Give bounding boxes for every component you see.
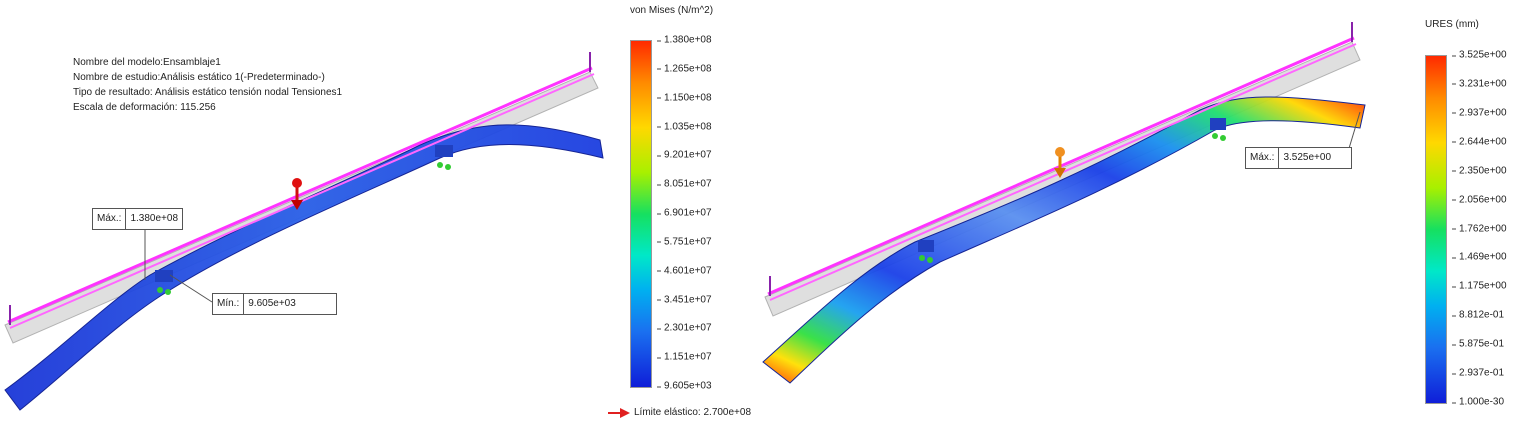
probe-label: Máx.:	[1246, 148, 1280, 168]
legend-tick-label: 2.644e+00	[1452, 136, 1507, 148]
legend-tick-label: 4.601e+07	[657, 265, 712, 277]
legend-tick-label: 8.812e-01	[1451, 309, 1505, 321]
legend-tick-label: 5.875e-01	[1451, 338, 1505, 350]
probe-label: Mín.:	[213, 294, 245, 314]
legend-tick-label: 8.051e+07	[657, 178, 712, 190]
displacement-legend-title: URES (mm)	[1425, 19, 1479, 30]
legend-tick-label: 1.762e+00	[1452, 223, 1507, 234]
legend-tick-label: 3.231e+00	[1452, 78, 1507, 90]
max-stress-probe[interactable]: Máx.: 1.380e+08	[92, 208, 184, 230]
legend-tick-label: 1.469e+00	[1452, 251, 1507, 263]
fixture-icon[interactable]	[769, 22, 1353, 296]
legend-tick-label: 6.901e+07	[657, 207, 712, 219]
legend-tick-label: 5.751e+07	[657, 236, 712, 248]
min-stress-probe[interactable]: Mín.: 9.605e+03	[212, 293, 337, 315]
legend-tick-label: 9.201e+07	[657, 149, 712, 161]
legend-tick-label: 2.056e+00	[1452, 194, 1507, 206]
deformed-beam	[4, 124, 604, 411]
max-displacement-probe[interactable]: Máx.: 3.525e+00	[1245, 147, 1353, 169]
undeformed-beam-outline	[764, 41, 1361, 317]
legend-tick-label: 2.937e+00	[1452, 107, 1507, 119]
legend-tick-label: 3.525e+00	[1452, 49, 1507, 61]
legend-tick-label: 1.035e+08	[657, 121, 712, 132]
legend-tick-label: 1.380e+08	[657, 34, 712, 46]
legend-tick-label: 1.150e+08	[657, 92, 712, 104]
displacement-plot-panel: Máx.: 3.525e+00 URES (mm) 3.525e+00 3.231…	[760, 0, 1513, 425]
stress-legend-title: von Mises (N/m^2)	[630, 5, 714, 16]
yield-strength-label: Límite elástico: 2.700e+08	[634, 407, 752, 418]
legend-tick-label: 2.937e-01	[1451, 367, 1505, 379]
stress-model-viewport[interactable]	[0, 0, 760, 425]
yield-strength-marker: Límite elástico: 2.700e+08	[608, 407, 751, 418]
undeformed-edge-1	[7, 66, 593, 324]
deformed-beam	[762, 96, 1366, 384]
min-probe-leader	[169, 274, 213, 303]
model-name: Nombre del modelo:Ensamblaje1	[73, 57, 221, 68]
legend-tick-label: 2.301e+07	[657, 322, 712, 334]
study-name: Nombre de estudio:Análisis estático 1(-P…	[73, 72, 325, 83]
legend-tick-label: 2.350e+00	[1452, 165, 1507, 177]
stress-plot-panel: Nombre del modelo:Ensamblaje1 Nombre de …	[0, 0, 760, 425]
probe-value: 3.525e+00	[1283, 152, 1332, 163]
result-type: Tipo de resultado: Análisis estático ten…	[73, 87, 343, 98]
yield-arrow-icon	[608, 407, 630, 418]
probe-value: 1.380e+08	[130, 213, 179, 224]
displacement-model-viewport[interactable]	[760, 0, 1513, 425]
load-marker[interactable]	[291, 178, 303, 210]
legend-tick-label: 9.605e+03	[657, 380, 712, 392]
legend-tick-label: 1.175e+00	[1452, 280, 1507, 292]
fixture-icon[interactable]	[9, 52, 591, 325]
stress-color-bar	[630, 40, 652, 388]
legend-tick-label: 3.451e+07	[657, 294, 712, 305]
probe-label: Máx.:	[93, 209, 127, 229]
deformation-scale: Escala de deformación: 115.256	[73, 102, 216, 113]
load-marker[interactable]	[1054, 147, 1066, 178]
study-info: Nombre del modelo:Ensamblaje1 Nombre de …	[73, 55, 342, 115]
probe-value: 9.605e+03	[248, 298, 296, 309]
legend-tick-label: 1.265e+08	[657, 63, 712, 75]
displacement-color-bar	[1425, 55, 1447, 404]
legend-tick-label: 1.151e+07	[657, 351, 712, 363]
legend-tick-label: 1.000e-30	[1451, 396, 1505, 408]
